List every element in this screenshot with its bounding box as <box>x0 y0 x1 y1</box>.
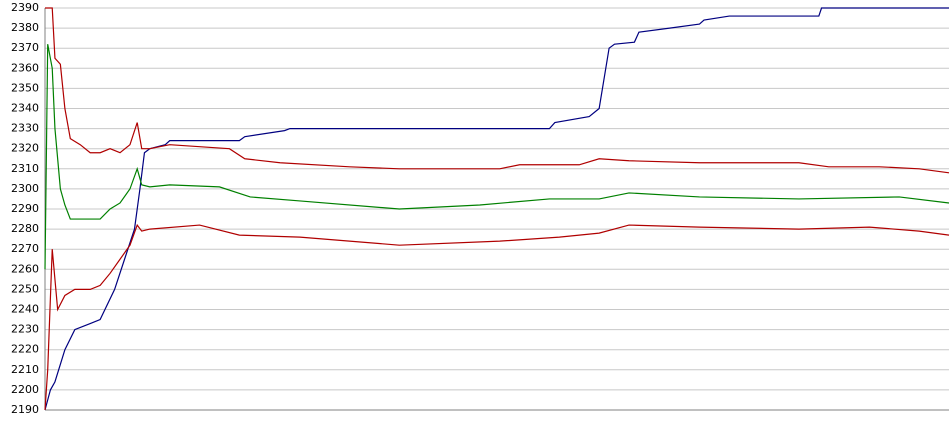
y-tick-label: 2220 <box>11 343 39 356</box>
y-tick-label: 2270 <box>11 242 39 255</box>
y-tick-label: 2200 <box>11 383 39 396</box>
y-tick-label: 2280 <box>11 222 39 235</box>
y-tick-label: 2370 <box>11 41 39 54</box>
y-tick-label: 2210 <box>11 363 39 376</box>
y-tick-label: 2190 <box>11 403 39 416</box>
y-tick-label: 2390 <box>11 1 39 14</box>
y-tick-label: 2330 <box>11 122 39 135</box>
y-tick-label: 2320 <box>11 142 39 155</box>
y-tick-label: 2240 <box>11 303 39 316</box>
series-line <box>44 223 950 411</box>
y-tick-label: 2380 <box>11 21 39 34</box>
series-line <box>45 7 950 174</box>
series-line <box>44 44 950 270</box>
y-tick-label: 2290 <box>11 202 39 215</box>
y-tick-label: 2360 <box>11 61 39 74</box>
y-tick-label: 2250 <box>11 282 39 295</box>
y-tick-label: 2340 <box>11 102 39 115</box>
y-tick-label: 2230 <box>11 323 39 336</box>
y-tick-label: 2260 <box>11 262 39 275</box>
y-tick-label: 2350 <box>11 81 39 94</box>
y-tick-label: 2310 <box>11 162 39 175</box>
y-tick-label: 2300 <box>11 182 39 195</box>
series-line <box>44 7 949 411</box>
